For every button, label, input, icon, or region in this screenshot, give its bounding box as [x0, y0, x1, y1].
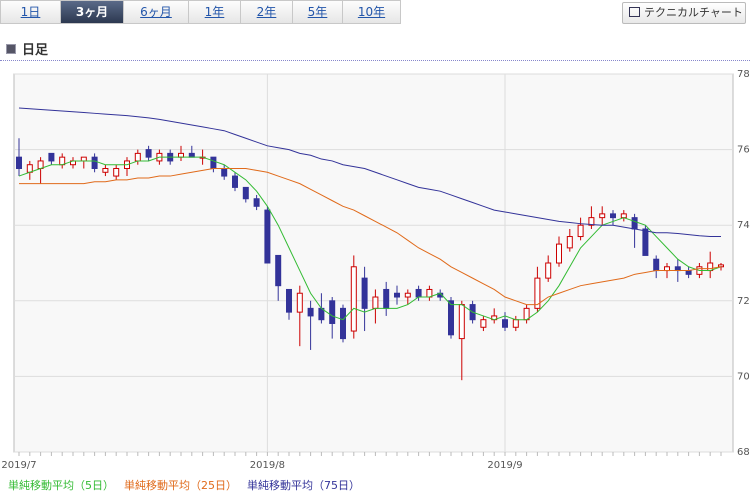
candle-body — [16, 156, 22, 170]
x-tick-label: 2019/7 — [1, 460, 36, 471]
candle-body — [329, 300, 336, 324]
candle-body — [599, 213, 606, 219]
candle-body — [685, 270, 692, 275]
candle-body — [458, 304, 465, 340]
y-tick-label: 72 — [737, 296, 750, 307]
period-tab[interactable]: 6ヶ月 — [124, 0, 189, 24]
x-tick-label: 2019/8 — [250, 460, 285, 471]
candle-body — [545, 262, 552, 279]
section-title: 日足 — [6, 39, 48, 58]
technical-chart-button[interactable]: テクニカルチャート — [622, 2, 746, 24]
period-tab[interactable]: 5年 — [293, 0, 343, 24]
candle-body — [275, 254, 282, 287]
candle-body — [188, 152, 195, 158]
period-tabs: 1日 3ヶ月 6ヶ月 1年 2年 5年 10年 — [0, 0, 401, 24]
candle-body — [588, 217, 595, 226]
candle-body — [577, 224, 584, 238]
candle-body — [340, 307, 346, 340]
divider — [0, 60, 750, 61]
plot-area — [13, 73, 734, 453]
candle-body — [448, 300, 454, 336]
y-tick-label: 68 — [737, 447, 750, 458]
candle-body — [480, 319, 487, 328]
moving-average-line — [18, 156, 722, 321]
candle-body — [232, 175, 238, 188]
period-tab[interactable]: 3ヶ月 — [61, 0, 124, 24]
period-tab[interactable]: 1年 — [189, 0, 241, 24]
candle-body — [556, 243, 562, 264]
candle-body — [307, 307, 314, 317]
candle-body — [653, 258, 660, 272]
candle-body — [296, 292, 303, 313]
candle-body — [361, 277, 368, 309]
candle-body — [350, 266, 357, 332]
candle-body — [534, 277, 541, 309]
candle-body — [674, 266, 681, 272]
candle-body — [102, 168, 109, 173]
candle-body — [178, 152, 184, 158]
y-tick-label: 70 — [737, 371, 750, 382]
candle-body — [113, 168, 120, 177]
candle-body — [404, 292, 411, 298]
y-tick-label: 78 — [737, 69, 750, 80]
candle-body — [642, 228, 649, 256]
candle-body — [664, 266, 670, 272]
legend: 単純移動平均（5日） 単純移動平均（25日） 単純移動平均（75日） — [8, 477, 370, 493]
section-title-text: 日足 — [22, 43, 49, 58]
y-tick-label: 76 — [737, 145, 750, 156]
candle-body — [48, 152, 55, 162]
candle-body — [145, 149, 152, 158]
candle-body — [91, 156, 98, 170]
moving-average-line — [18, 107, 721, 238]
candle-body — [286, 288, 292, 313]
candle-body — [221, 168, 228, 177]
period-tab[interactable]: 2年 — [241, 0, 293, 24]
candle-body — [566, 236, 573, 249]
x-tick-label: 2019/9 — [487, 460, 522, 471]
candle-body — [242, 186, 249, 200]
moving-average-line — [19, 168, 722, 306]
candle-body — [134, 152, 141, 162]
candle-body — [210, 156, 217, 170]
candle-body — [415, 288, 422, 298]
candle-body — [512, 319, 519, 328]
candle-body — [718, 264, 724, 268]
candle-body — [253, 198, 260, 207]
candle-body — [502, 319, 508, 328]
candle-body — [620, 213, 627, 219]
period-tab[interactable]: 1日 — [0, 0, 61, 24]
candle-body — [610, 213, 616, 219]
candle-body — [80, 156, 87, 162]
candle-body — [372, 296, 379, 309]
candle-body — [383, 288, 390, 309]
legend-entry: 単純移動平均（75日） — [247, 479, 360, 492]
button-label: テクニカルチャート — [644, 6, 743, 19]
candle-body — [264, 209, 271, 264]
candle-body — [394, 292, 400, 298]
y-tick-label: 74 — [737, 220, 750, 231]
legend-entry: 単純移動平均（25日） — [124, 479, 237, 492]
candle-body — [631, 217, 638, 230]
legend-entry: 単純移動平均（5日） — [8, 479, 114, 492]
period-tab[interactable]: 10年 — [343, 0, 401, 24]
